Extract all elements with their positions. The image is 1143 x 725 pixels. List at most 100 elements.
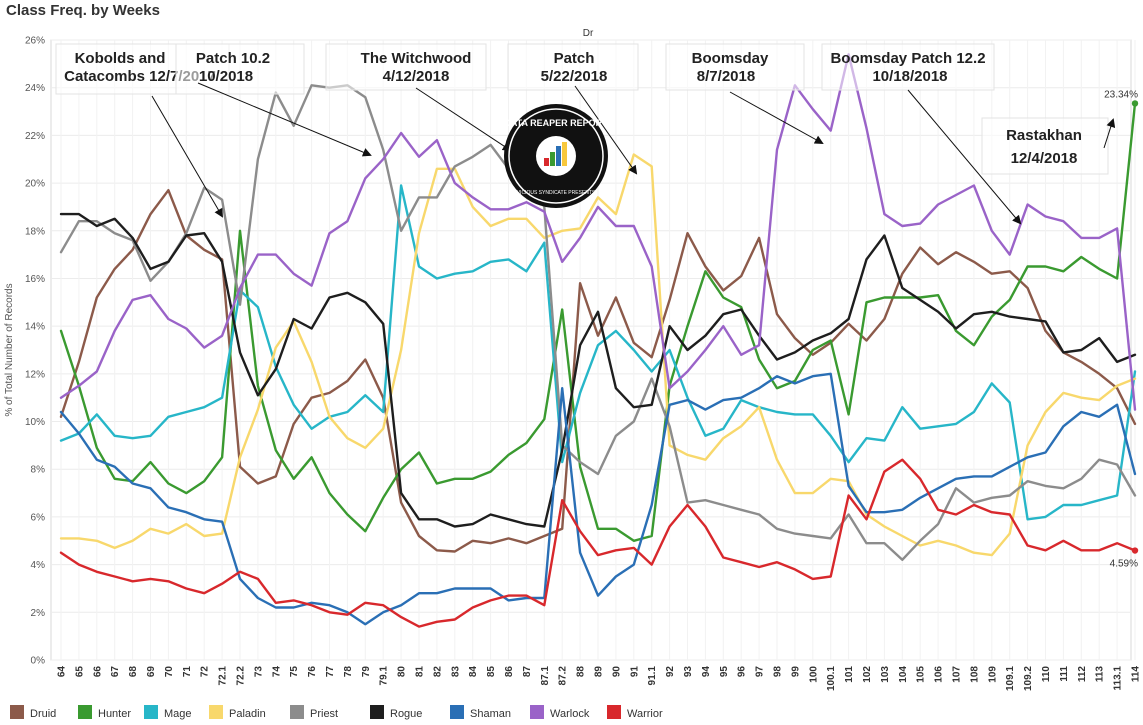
- legend-swatch-druid: [10, 705, 24, 719]
- annotation-box: [981, 117, 1109, 175]
- x-tick-label: 72.1: [218, 666, 229, 686]
- x-tick-label: 108: [969, 666, 980, 683]
- legend-label-shaman: Shaman: [470, 708, 511, 720]
- series-line-hunter: [59, 102, 1137, 542]
- x-tick-label: 68: [128, 666, 139, 678]
- end-marker-hunter: [1131, 100, 1139, 107]
- series-line-warlock: [59, 53, 1137, 411]
- annotation-text: Patch 10.2: [196, 50, 270, 67]
- x-tick-label: 72: [200, 666, 211, 678]
- x-tick-label: 69: [146, 666, 157, 678]
- x-tick-label: 109.1: [1005, 666, 1016, 691]
- x-tick-label: 66: [92, 666, 103, 678]
- x-tick-label: 67: [110, 666, 121, 678]
- annotation-text: Rastakhan: [1006, 127, 1082, 144]
- y-tick-label: 24%: [25, 83, 45, 94]
- x-tick-label: 88: [576, 666, 587, 678]
- x-tick-label: 92: [665, 666, 676, 678]
- logo-bar-icon: [556, 146, 561, 166]
- end-marker-warrior: [1131, 547, 1139, 554]
- logo-bar-icon: [562, 142, 567, 166]
- x-tick-label: 102: [862, 666, 873, 683]
- x-tick-label: 70: [164, 666, 175, 678]
- y-tick-label: 12%: [25, 369, 45, 380]
- x-tick-label: 80: [397, 666, 408, 678]
- x-tick-label: 109: [987, 666, 998, 683]
- annotation-text: 10/18/2018: [872, 68, 947, 85]
- y-tick-label: 0%: [31, 656, 46, 667]
- x-tick-label: 79: [361, 666, 372, 678]
- x-tick-label: 94: [701, 666, 712, 678]
- x-tick-label: 78: [343, 666, 354, 678]
- x-tick-label: 113.1: [1113, 666, 1124, 691]
- x-tick-label: 83: [450, 666, 461, 678]
- x-tick-label: 111: [1059, 666, 1070, 682]
- y-tick-label: 4%: [31, 560, 46, 571]
- header-label: Dr: [583, 28, 594, 39]
- x-tick-label: 73: [253, 666, 264, 678]
- y-tick-label: 8%: [31, 465, 46, 476]
- x-tick-label: 113: [1095, 666, 1106, 683]
- x-tick-label: 84: [468, 666, 479, 678]
- annotation-text: 8/7/2018: [697, 68, 755, 85]
- y-axis-label: % of Total Number of Records: [4, 283, 15, 416]
- legend-swatch-priest: [290, 705, 304, 719]
- x-tick-label: 85: [486, 666, 497, 678]
- x-tick-label: 76: [307, 666, 318, 678]
- x-tick-label: 90: [611, 666, 622, 678]
- series-line-paladin: [59, 153, 1137, 557]
- series-line-rogue: [59, 212, 1137, 528]
- x-tick-label: 75: [289, 666, 300, 678]
- x-tick-label: 95: [719, 666, 730, 678]
- annotation-box: [665, 43, 805, 91]
- x-tick-label: 89: [594, 666, 605, 678]
- y-tick-label: 2%: [31, 608, 46, 619]
- x-tick-label: 91.1: [647, 666, 658, 686]
- x-tick-label: 101: [844, 666, 855, 683]
- x-tick-label: 87: [522, 666, 533, 678]
- series-line-druid: [59, 188, 1137, 553]
- chart-title: Class Freq. by Weeks: [6, 2, 160, 19]
- x-tick-label: 99: [790, 666, 801, 678]
- y-tick-label: 18%: [25, 226, 45, 237]
- annotation-arrow: [907, 89, 1022, 225]
- legend-label-warlock: Warlock: [550, 708, 590, 720]
- x-tick-label: 107: [952, 666, 963, 683]
- x-tick-label: 104: [898, 666, 909, 683]
- logo-title: DATA REAPER REPORT: [504, 118, 608, 128]
- annotation-text: Boomsday Patch 12.2: [830, 50, 985, 67]
- annotation-box: [507, 43, 639, 91]
- legend-swatch-warlock: [530, 705, 544, 719]
- logo-subtitle: VICIOUS SYNDICATE PRESENTS: [517, 190, 596, 196]
- legend-label-mage: Mage: [164, 708, 192, 720]
- x-tick-label: 110: [1041, 666, 1052, 683]
- x-tick-label: 114: [1131, 666, 1142, 683]
- legend-label-paladin: Paladin: [229, 708, 266, 720]
- x-tick-label: 96: [737, 666, 748, 678]
- x-tick-label: 87.1: [540, 666, 551, 686]
- x-tick-label: 87.2: [558, 666, 569, 686]
- annotation-box: [175, 43, 305, 95]
- end-value-label: 23.34%: [1104, 89, 1138, 100]
- legend-swatch-rogue: [370, 705, 384, 719]
- annotation-arrow: [151, 95, 224, 218]
- legend-label-priest: Priest: [310, 708, 338, 720]
- x-tick-label: 81: [415, 666, 426, 678]
- y-tick-label: 26%: [25, 36, 45, 47]
- legend-label-warrior: Warrior: [627, 708, 663, 720]
- x-tick-label: 71: [182, 666, 193, 678]
- y-tick-label: 6%: [31, 512, 46, 523]
- x-tick-label: 97: [755, 666, 766, 678]
- annotation-text: The Witchwood: [361, 50, 472, 67]
- logo-bar-icon: [544, 158, 549, 166]
- x-tick-label: 103: [880, 666, 891, 683]
- annotation-arrow: [415, 87, 512, 152]
- annotation-text: 5/22/2018: [541, 68, 608, 85]
- x-tick-label: 74: [271, 666, 282, 678]
- x-tick-label: 91: [629, 666, 640, 678]
- series-line-priest: [59, 84, 1137, 561]
- x-tick-label: 79.1: [379, 666, 390, 686]
- annotation-text: 10/2018: [199, 68, 253, 85]
- annotation-arrow: [1103, 118, 1116, 149]
- annotation-text: Kobolds and: [75, 50, 166, 67]
